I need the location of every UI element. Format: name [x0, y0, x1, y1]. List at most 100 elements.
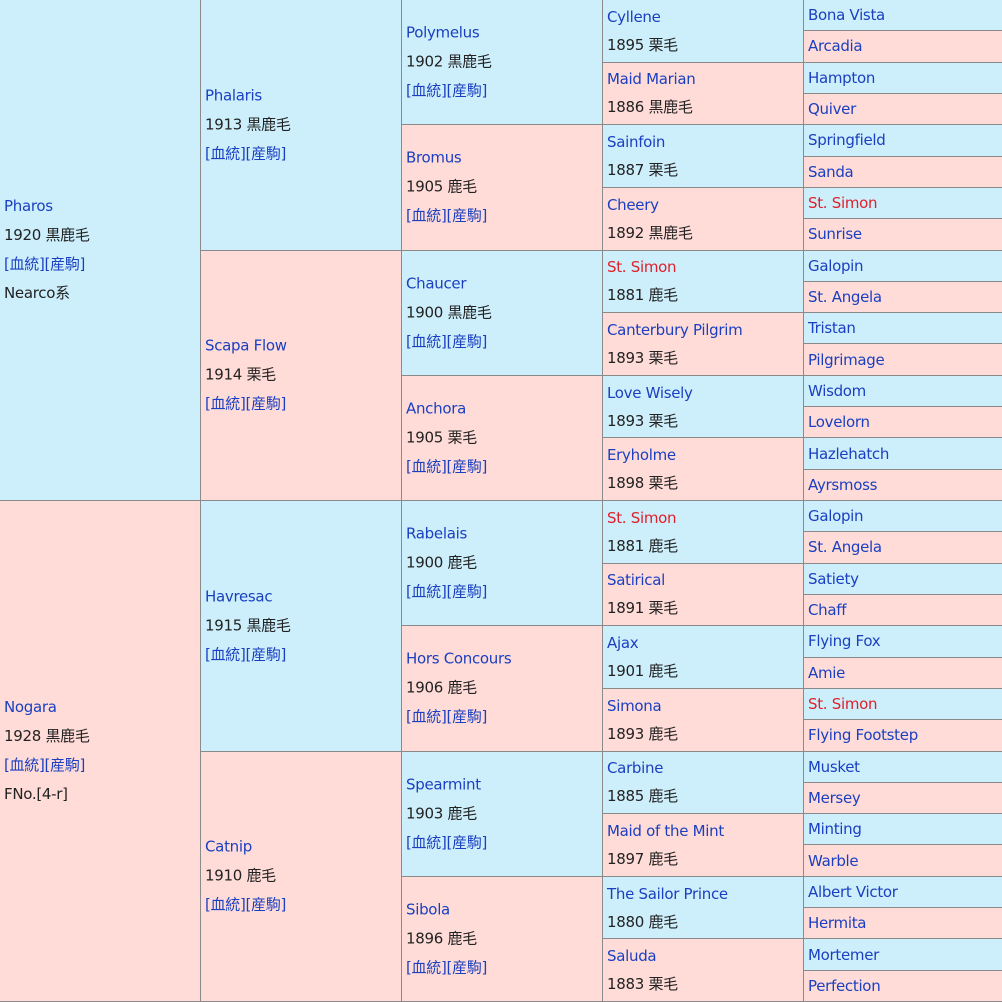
- horse-name-link[interactable]: Cheery: [607, 195, 659, 214]
- pedigree-link[interactable]: [血統]: [406, 958, 447, 977]
- offspring-link[interactable]: [産駒]: [446, 332, 488, 351]
- horse-name-link[interactable]: Maid Marian: [607, 70, 696, 89]
- horse-name-link[interactable]: Bona Vista: [808, 6, 885, 25]
- horse-birth-year-coat: 1892 黒鹿毛: [607, 223, 693, 242]
- pedigree-link[interactable]: [血統]: [406, 833, 447, 852]
- horse-name-link[interactable]: St. Angela: [808, 538, 882, 557]
- pedigree-link[interactable]: [血統]: [406, 206, 447, 225]
- horse-name-link[interactable]: Flying Fox: [808, 632, 881, 651]
- horse-name-link[interactable]: Rabelais: [406, 524, 467, 543]
- offspring-link[interactable]: [産駒]: [446, 81, 488, 100]
- horse-cell-content: St. Angela: [808, 537, 1002, 557]
- horse-cell-content: Catnip 1910 鹿毛 [血統][産駒]: [205, 833, 401, 920]
- horse-name-link[interactable]: Chaucer: [406, 274, 467, 293]
- horse-name-link[interactable]: Sunrise: [808, 225, 862, 244]
- horse-name-link[interactable]: Bromus: [406, 148, 462, 167]
- pedigree-link[interactable]: [血統]: [4, 255, 45, 273]
- horse-name-link[interactable]: Scapa Flow: [205, 336, 287, 355]
- horse-name-link[interactable]: Galopin: [808, 507, 864, 526]
- horse-name-link[interactable]: Love Wisely: [607, 383, 693, 402]
- offspring-link[interactable]: [産駒]: [446, 833, 488, 852]
- horse-name-link[interactable]: Ayrsmoss: [808, 475, 878, 494]
- horse-name-link[interactable]: Quiver: [808, 100, 856, 119]
- offspring-link[interactable]: [産駒]: [245, 895, 287, 914]
- pedigree-link[interactable]: [血統]: [4, 756, 45, 774]
- horse-cell-gen3: Chaucer 1900 黒鹿毛 [血統][産駒]: [402, 250, 603, 376]
- horse-name-link[interactable]: Lovelorn: [808, 413, 870, 432]
- horse-cell-gen4: Carbine 1885 鹿毛: [603, 751, 804, 815]
- horse-name-link[interactable]: Warble: [808, 851, 859, 870]
- horse-name-link[interactable]: Canterbury Pilgrim: [607, 320, 743, 339]
- horse-name-link[interactable]: Satirical: [607, 571, 666, 590]
- offspring-link[interactable]: [産駒]: [44, 255, 86, 273]
- horse-name-link[interactable]: St. Simon: [607, 508, 677, 527]
- horse-name-link[interactable]: Simona: [607, 696, 662, 715]
- horse-name-link[interactable]: Sibola: [406, 900, 450, 919]
- horse-name-link[interactable]: St. Simon: [808, 695, 878, 714]
- horse-name-link[interactable]: Ajax: [607, 634, 639, 653]
- horse-name-link[interactable]: Minting: [808, 820, 862, 839]
- horse-name-link[interactable]: Mersey: [808, 788, 861, 807]
- pedigree-link[interactable]: [血統]: [406, 707, 447, 726]
- horse-cell-content: Sainfoin 1887 栗毛: [607, 128, 803, 184]
- horse-name-link[interactable]: Chaff: [808, 601, 847, 620]
- horse-name-link[interactable]: Eryholme: [607, 446, 676, 465]
- offspring-link[interactable]: [産駒]: [245, 645, 287, 664]
- pedigree-link[interactable]: [血統]: [406, 332, 447, 351]
- horse-name-link[interactable]: Anchora: [406, 399, 466, 418]
- pedigree-link[interactable]: [血統]: [205, 895, 246, 914]
- horse-name-link[interactable]: Galopin: [808, 256, 864, 275]
- horse-name-link[interactable]: The Sailor Prince: [607, 884, 728, 903]
- horse-name-link[interactable]: Saluda: [607, 947, 657, 966]
- horse-name-link[interactable]: Amie: [808, 663, 846, 682]
- horse-name-link[interactable]: Hazlehatch: [808, 444, 890, 463]
- horse-cell-gen5: Mersey: [804, 782, 1002, 815]
- pedigree-link[interactable]: [血統]: [406, 81, 447, 100]
- pedigree-link[interactable]: [血統]: [205, 645, 246, 664]
- horse-name-link[interactable]: St. Simon: [607, 258, 677, 277]
- horse-name-link[interactable]: Pilgrimage: [808, 350, 885, 369]
- offspring-link[interactable]: [産駒]: [44, 756, 86, 774]
- horse-name-link[interactable]: Perfection: [808, 976, 881, 995]
- pedigree-link[interactable]: [血統]: [205, 394, 246, 413]
- offspring-link[interactable]: [産駒]: [245, 144, 287, 163]
- horse-name-link[interactable]: Sainfoin: [607, 133, 666, 152]
- pedigree-link[interactable]: [血統]: [406, 457, 447, 476]
- offspring-link[interactable]: [産駒]: [446, 582, 488, 601]
- horse-name-link[interactable]: Polymelus: [406, 23, 480, 42]
- offspring-link[interactable]: [産駒]: [446, 457, 488, 476]
- horse-name-link[interactable]: Hermita: [808, 914, 867, 933]
- horse-name-link[interactable]: Phalaris: [205, 86, 262, 105]
- offspring-link[interactable]: [産駒]: [446, 707, 488, 726]
- horse-cell-content: Ajax 1901 鹿毛: [607, 629, 803, 685]
- horse-name-link[interactable]: Springfield: [808, 131, 886, 150]
- horse-name-link[interactable]: Albert Victor: [808, 882, 898, 901]
- horse-name-link[interactable]: Wisdom: [808, 381, 866, 400]
- offspring-link[interactable]: [産駒]: [446, 206, 488, 225]
- horse-cell-gen5: Mortemer: [804, 939, 1002, 971]
- horse-name-link[interactable]: St. Angela: [808, 287, 882, 306]
- horse-name-link[interactable]: Flying Footstep: [808, 726, 918, 745]
- horse-name-link[interactable]: Satiety: [808, 569, 859, 588]
- horse-name-link[interactable]: Pharos: [4, 197, 53, 215]
- horse-name-link[interactable]: Tristan: [808, 319, 856, 338]
- pedigree-link[interactable]: [血統]: [406, 582, 447, 601]
- horse-name-link[interactable]: Maid of the Mint: [607, 821, 724, 840]
- offspring-link[interactable]: [産駒]: [446, 958, 488, 977]
- pedigree-link[interactable]: [血統]: [205, 144, 246, 163]
- horse-name-link[interactable]: St. Simon: [808, 194, 878, 213]
- horse-name-link[interactable]: Catnip: [205, 837, 252, 856]
- horse-name-link[interactable]: Carbine: [607, 759, 664, 778]
- horse-name-link[interactable]: Mortemer: [808, 945, 880, 964]
- horse-name-link[interactable]: Cyllene: [607, 7, 661, 26]
- horse-cell-gen5: Arcadia: [804, 31, 1002, 63]
- horse-name-link[interactable]: Havresac: [205, 587, 273, 606]
- horse-name-link[interactable]: Hampton: [808, 68, 876, 87]
- horse-name-link[interactable]: Spearmint: [406, 775, 481, 794]
- horse-name-link[interactable]: Sanda: [808, 162, 854, 181]
- horse-name-link[interactable]: Nogara: [4, 698, 57, 716]
- horse-name-link[interactable]: Musket: [808, 757, 860, 776]
- offspring-link[interactable]: [産駒]: [245, 394, 287, 413]
- horse-name-link[interactable]: Hors Concours: [406, 649, 512, 668]
- horse-name-link[interactable]: Arcadia: [808, 37, 863, 56]
